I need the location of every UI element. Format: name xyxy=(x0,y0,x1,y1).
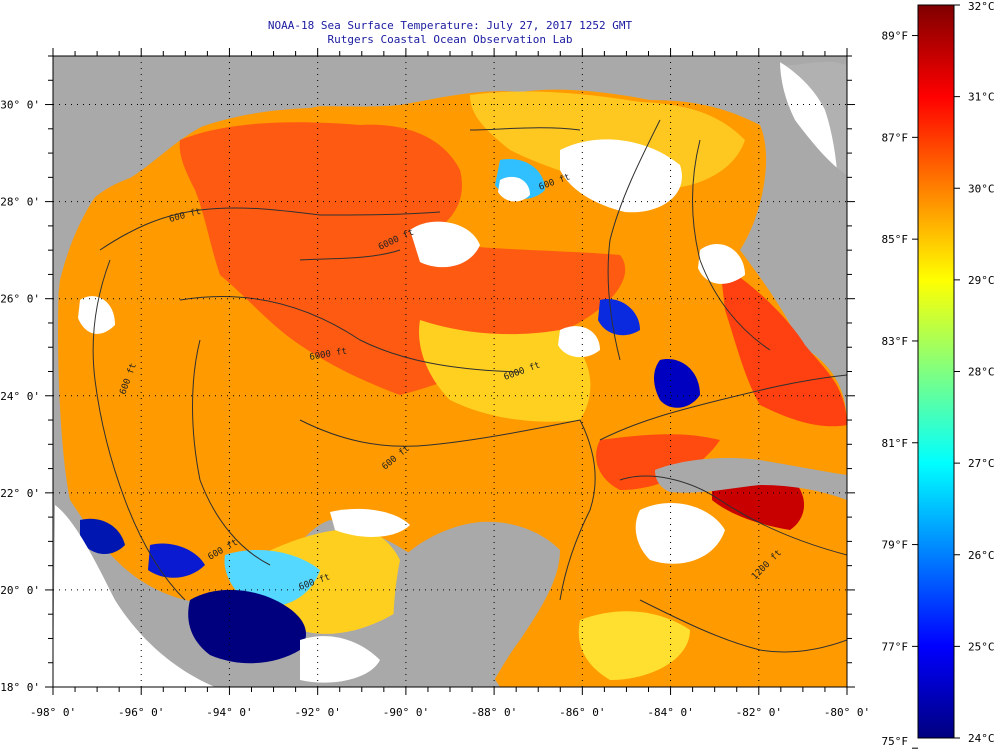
map-grid xyxy=(53,56,847,687)
colorbar-fahrenheit-label: 85°F xyxy=(882,233,909,246)
longitude-label: -96° 0' xyxy=(118,706,164,719)
colorbar-fahrenheit-label: 77°F xyxy=(882,640,909,653)
longitude-label: -80° 0' xyxy=(824,706,870,719)
latitude-label: 20° 0' xyxy=(0,584,40,597)
latitude-label: 30° 0' xyxy=(0,99,40,112)
longitude-label: -92° 0' xyxy=(294,706,340,719)
colorbar-celsius-label: 31°C xyxy=(968,91,995,104)
colorbar-celsius-label: 26°C xyxy=(968,549,995,562)
colorbar-celsius-label: 28°C xyxy=(968,366,995,379)
axis-ticks xyxy=(45,48,855,695)
map-subtitle: Rutgers Coastal Ocean Observation Lab xyxy=(327,33,573,46)
bathymetry-contours xyxy=(92,119,847,653)
colorbar-fahrenheit-label: 79°F xyxy=(882,539,909,552)
colorbar-fahrenheit-label: 89°F xyxy=(882,30,909,43)
colorbar-celsius-labels: 32°C 31°C 30°C 29°C 28°C 27°C 26°C 25°C 24°C xyxy=(954,0,995,745)
land-masses xyxy=(53,56,847,687)
longitude-label: -86° 0' xyxy=(559,706,605,719)
colorbar-celsius-label: 30°C xyxy=(968,182,995,195)
colorbar-fahrenheit-label: 81°F xyxy=(882,437,909,450)
colorbar-fahrenheit-label: 83°F xyxy=(882,335,909,348)
colorbar xyxy=(917,4,955,739)
latitude-label: 18° 0' xyxy=(0,681,40,694)
longitude-label: -88° 0' xyxy=(471,706,517,719)
map-plot-area xyxy=(53,56,847,687)
longitude-label: -82° 0' xyxy=(736,706,782,719)
latitude-label: 22° 0' xyxy=(0,487,40,500)
longitude-labels: -98° 0' -96° 0' -94° 0' -92° 0' -90° 0' -88° … xyxy=(30,706,870,719)
latitude-labels: 18° 0' 20° 0' 22° 0' 24° 0' 26° 0' 28° 0' 30° … xyxy=(0,99,40,694)
longitude-label: -90° 0' xyxy=(383,706,429,719)
longitude-label: -94° 0' xyxy=(206,706,252,719)
map-title: NOAA-18 Sea Surface Temperature: July 27… xyxy=(267,19,633,32)
latitude-label: 24° 0' xyxy=(0,390,40,403)
longitude-label: -98° 0' xyxy=(30,706,76,719)
colorbar-fahrenheit-labels: 89°F 87°F 85°F 83°F 81°F 79°F 77°F 75°F xyxy=(882,30,918,749)
longitude-label: -84° 0' xyxy=(647,706,693,719)
colorbar-celsius-label: 29°C xyxy=(968,274,995,287)
latitude-label: 26° 0' xyxy=(0,293,40,306)
latitude-label: 28° 0' xyxy=(0,196,40,209)
colorbar-celsius-label: 27°C xyxy=(968,457,995,470)
colorbar-celsius-label: 25°C xyxy=(968,640,995,653)
colorbar-celsius-label: 32°C xyxy=(968,0,995,13)
colorbar-fahrenheit-label: 75°F xyxy=(882,735,909,748)
colorbar-fahrenheit-label: 87°F xyxy=(882,131,909,144)
colorbar-celsius-label: 24°C xyxy=(968,732,995,745)
